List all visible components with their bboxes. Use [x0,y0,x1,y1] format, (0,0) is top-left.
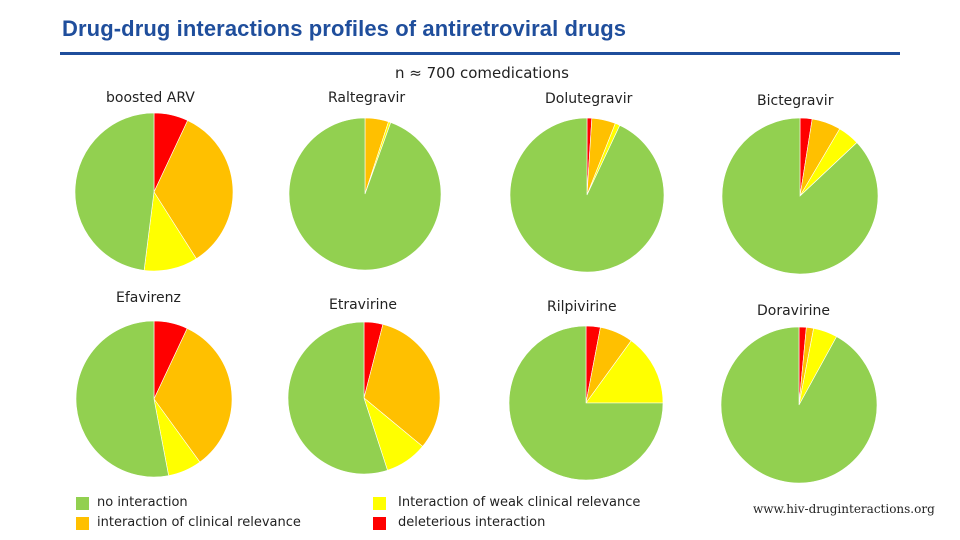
pie-chart-doravirine [720,326,878,484]
legend-left: no interaction interaction of clinical r… [76,493,301,533]
legend-swatch-no-interaction [76,496,89,510]
pie-label-boosted-arv: boosted ARV [106,90,195,106]
pie-chart-etravirine [287,321,441,475]
pie-slice-no-interaction [508,325,664,481]
pie-slice-clinical-relevance [153,120,234,260]
pie-label-bictegravir: Bictegravir [757,93,834,109]
legend-right: Interaction of weak clinical relevance d… [373,493,640,533]
legend-item-no-interaction: no interaction [76,493,301,513]
legend-swatch-deleterious [373,516,386,530]
pie-slice-no-interaction [74,112,155,271]
legend-item-deleterious: deleterious interaction [373,513,640,533]
pie-slice-clinical-relevance [363,324,441,447]
legend-item-clinical-relevance: interaction of clinical relevance [76,513,301,533]
legend-label-deleterious: deleterious interaction [398,515,546,530]
pie-slice-no-interaction [721,117,879,275]
sample-size-note: n ≈ 700 comedications [395,64,569,82]
pie-label-dolutegravir: Dolutegravir [545,91,633,107]
pie-chart-efavirenz [75,320,233,478]
pie-chart-rilpivirine [508,325,664,481]
pie-label-efavirenz: Efavirenz [116,290,181,306]
pie-slice-weak-clinical-relevance [585,340,664,404]
pie-chart-bictegravir [721,117,879,275]
legend-swatch-clinical-relevance [76,516,89,530]
legend-label-no-interaction: no interaction [97,495,188,510]
source-url: www.hiv-druginteractions.org [753,502,935,516]
pie-chart-raltegravir [288,117,442,271]
page-title: Drug-drug interactions profiles of antir… [62,16,627,41]
pie-label-rilpivirine: Rilpivirine [547,299,617,315]
title-underline [60,52,900,55]
pie-slice-no-interaction [288,117,442,271]
pie-slice-no-interaction [720,326,878,484]
pie-label-raltegravir: Raltegravir [328,90,406,106]
legend-swatch-weak-clinical-relevance [373,496,386,510]
pie-label-etravirine: Etravirine [329,297,397,313]
pie-label-doravirine: Doravirine [757,303,830,319]
pie-slice-clinical-relevance [153,328,233,463]
legend-item-weak-clinical-relevance: Interaction of weak clinical relevance [373,493,640,513]
pie-slice-no-interaction [509,117,665,273]
pie-slice-no-interaction [75,320,169,478]
legend-label-weak-clinical-relevance: Interaction of weak clinical relevance [398,495,641,510]
pie-slice-no-interaction [287,321,388,475]
pie-chart-dolutegravir [509,117,665,273]
legend-label-clinical-relevance: interaction of clinical relevance [97,515,301,530]
pie-chart-boosted-arv [74,112,234,272]
